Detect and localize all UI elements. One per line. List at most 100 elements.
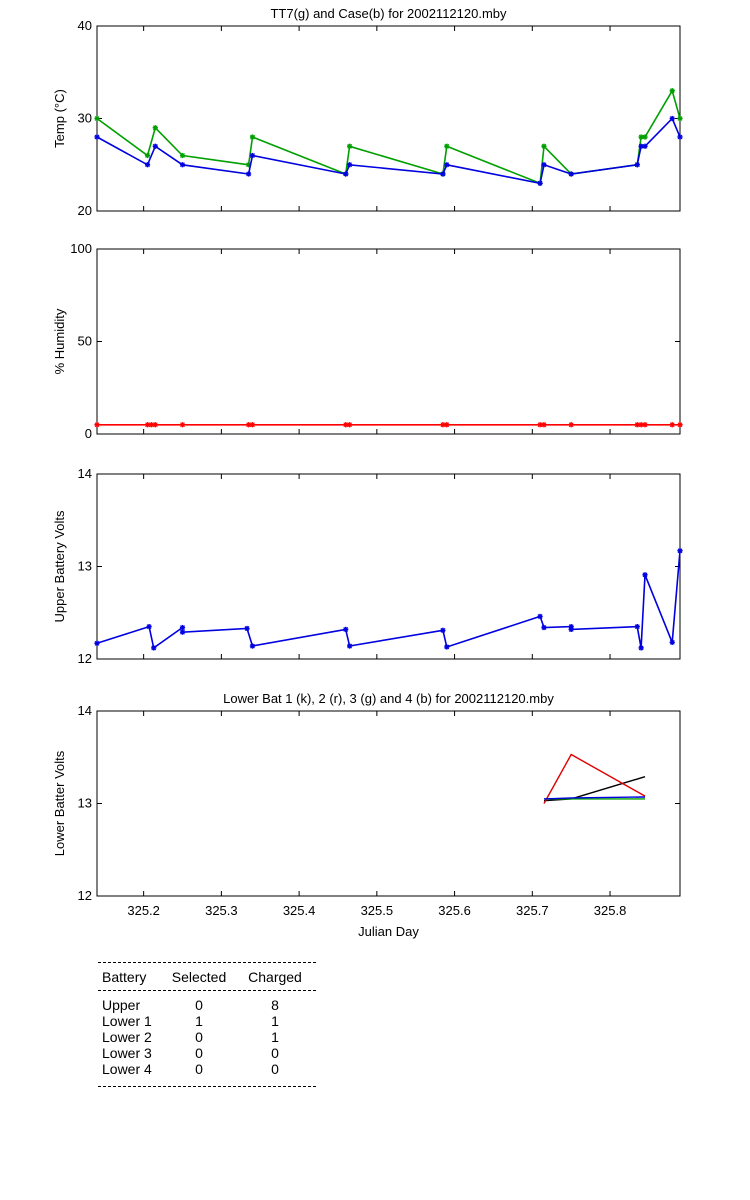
data-point <box>541 143 547 149</box>
table-header-rule <box>98 990 316 991</box>
marker-stroke <box>537 422 543 428</box>
marker-stroke <box>568 171 574 177</box>
marker-stroke <box>347 162 353 168</box>
data-point <box>94 422 100 428</box>
data-point <box>642 572 648 578</box>
data-point <box>146 624 152 630</box>
row-battery: Lower 3 <box>102 1045 152 1061</box>
data-point <box>152 422 158 428</box>
header-battery: Battery <box>102 969 147 985</box>
data-point <box>537 422 543 428</box>
marker-stroke <box>347 422 353 428</box>
marker-stroke <box>541 162 547 168</box>
data-point <box>152 143 158 149</box>
marker-stroke <box>145 422 150 428</box>
marker-stroke <box>152 143 158 149</box>
table-row: Lower 2 0 1 <box>98 1029 316 1045</box>
data-point <box>677 134 683 140</box>
row-selected: 0 <box>195 997 203 1013</box>
x-tick-label: 325.6 <box>438 903 471 918</box>
data-point <box>179 152 186 159</box>
battery-table: Battery Selected Charged Upper 0 8 Lower… <box>98 962 316 1087</box>
marker-stroke <box>180 629 185 635</box>
table-body: Upper 0 8 Lower 1 1 1 Lower 2 0 1 Lower … <box>98 991 316 1086</box>
y-tick-label: 40 <box>78 18 92 33</box>
data-point <box>669 639 675 645</box>
marker-stroke <box>347 143 353 149</box>
marker-stroke <box>244 626 250 631</box>
row-selected: 0 <box>195 1061 203 1077</box>
data-point <box>347 643 353 649</box>
row-selected: 0 <box>195 1029 203 1045</box>
chart-panel-1: 20 30 40 TT7(g) and Case(b) for 2002112120.… <box>52 6 683 218</box>
data-point <box>669 115 675 122</box>
data-point <box>634 624 640 630</box>
row-battery: Lower 2 <box>102 1029 152 1045</box>
row-charged: 1 <box>271 1013 279 1029</box>
marker-stroke <box>642 143 648 149</box>
data-point <box>638 645 644 651</box>
row-charged: 0 <box>271 1045 279 1061</box>
marker-stroke <box>343 171 349 177</box>
marker-stroke <box>180 625 185 630</box>
marker-stroke <box>145 162 150 168</box>
data-point <box>347 422 353 428</box>
table-row: Lower 4 0 0 <box>98 1061 316 1077</box>
row-charged: 0 <box>271 1061 279 1077</box>
row-battery: Upper <box>102 997 141 1013</box>
y-axis-label: % Humidity <box>52 308 67 374</box>
y-tick-label: 14 <box>78 703 92 718</box>
marker-stroke <box>669 639 675 645</box>
header-charged: Charged <box>248 969 302 985</box>
data-point <box>444 143 450 149</box>
series-line <box>543 796 646 800</box>
data-point <box>642 143 648 149</box>
marker-stroke <box>152 125 158 131</box>
marker-stroke <box>250 134 255 140</box>
data-point <box>669 88 675 94</box>
marker-stroke <box>246 162 252 168</box>
marker-stroke <box>638 422 644 428</box>
marker-stroke <box>669 422 675 428</box>
marker-stroke <box>541 143 547 149</box>
table-row: Lower 3 0 0 <box>98 1045 316 1061</box>
marker-stroke <box>94 134 100 140</box>
data-point <box>440 171 446 177</box>
y-tick-label: 14 <box>78 466 92 481</box>
marker-stroke <box>440 627 446 633</box>
marker-stroke <box>444 422 450 428</box>
series-4 <box>543 796 646 800</box>
data-point <box>677 115 683 122</box>
data-point <box>568 422 574 428</box>
y-tick-label: 0 <box>85 426 92 441</box>
data-point <box>444 162 450 168</box>
data-point <box>179 162 186 168</box>
marker-stroke <box>642 422 648 428</box>
marker-stroke <box>541 422 547 428</box>
marker-stroke <box>440 422 446 428</box>
marker-stroke <box>246 171 252 177</box>
marker-stroke <box>669 116 675 121</box>
y-tick-label: 30 <box>78 111 92 126</box>
marker-stroke <box>180 162 185 168</box>
marker-stroke <box>638 143 644 149</box>
data-point <box>151 645 157 651</box>
data-point <box>642 422 648 428</box>
table-row: Upper 0 8 <box>98 997 316 1013</box>
marker-stroke <box>638 645 644 651</box>
data-point <box>669 422 675 428</box>
x-tick-label: 325.2 <box>127 903 160 918</box>
marker-stroke <box>638 134 644 140</box>
data-point <box>444 644 450 650</box>
plot-frame <box>96 473 681 660</box>
y-tick-label: 100 <box>70 241 92 256</box>
x-tick-label: 325.7 <box>516 903 549 918</box>
data-point <box>568 171 574 177</box>
y-axis-label: Temp (°C) <box>52 89 67 148</box>
row-selected: 0 <box>195 1045 203 1061</box>
y-axis-label: Upper Battery Volts <box>52 510 67 622</box>
marker-stroke <box>343 626 349 632</box>
marker-stroke <box>537 614 543 619</box>
data-point <box>94 134 100 140</box>
marker-stroke <box>440 171 446 177</box>
